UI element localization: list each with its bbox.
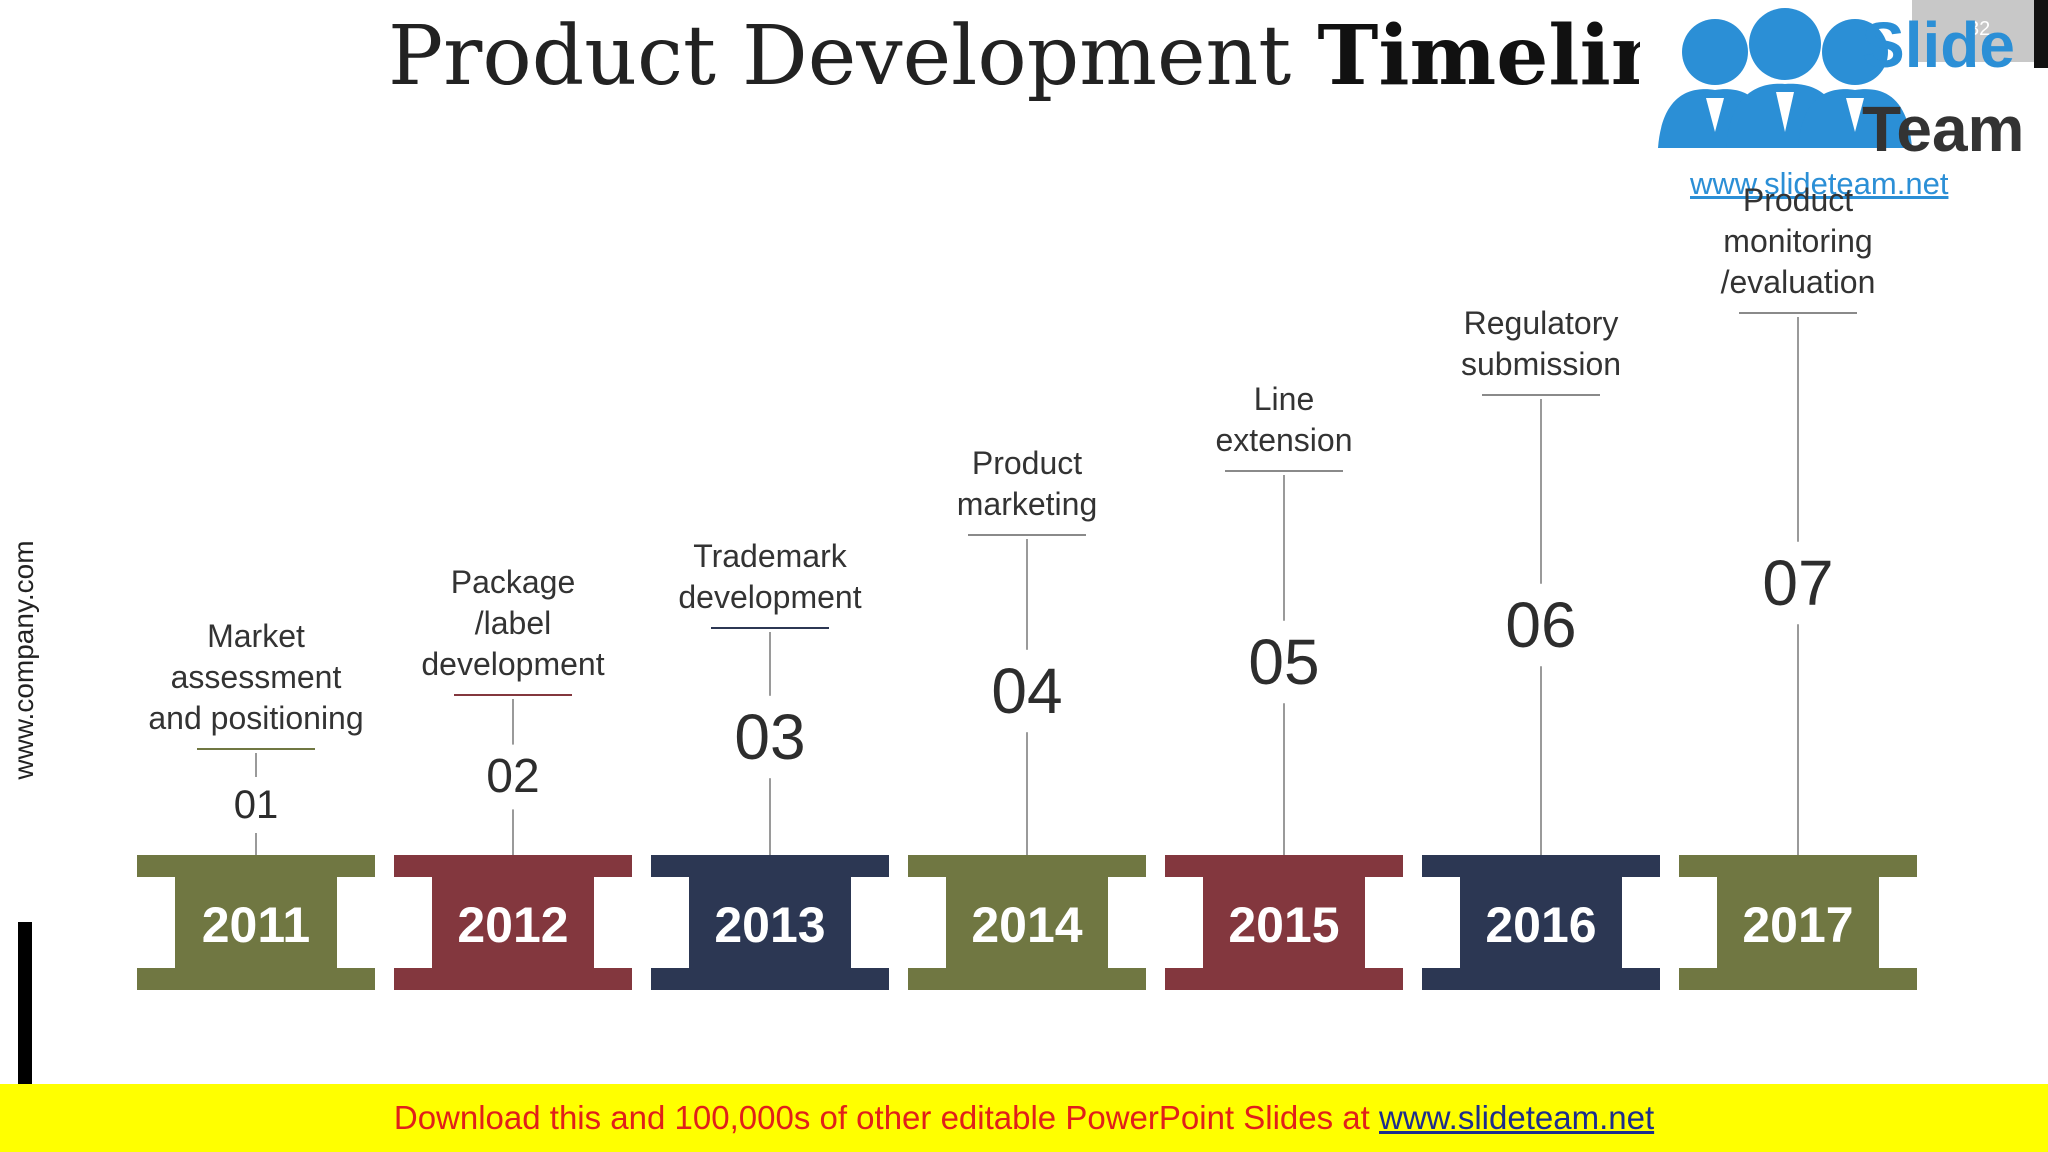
timeline-step-label: Line extension — [1134, 379, 1434, 461]
slide-number: 32 — [1968, 18, 1991, 40]
footer-banner: Download this and 100,000s of other edit… — [0, 1084, 2048, 1152]
timeline-step-label-line: Regulatory — [1463, 305, 1619, 341]
logo-corner-tab — [1912, 0, 2034, 62]
timeline-step-label-line: development — [421, 646, 605, 682]
logo-word-team: Team — [1862, 93, 2025, 165]
timeline-step-number: 01 — [233, 783, 279, 827]
timeline-step-label-line: Product — [1742, 182, 1854, 218]
timeline-step-label-line: /label — [474, 605, 552, 641]
timeline-step-label: Product marketing — [877, 443, 1177, 525]
timeline-step-label-line: development — [678, 579, 862, 615]
timeline-step-label: Product monitoring/evaluation — [1648, 180, 1948, 303]
timeline-step-number: 02 — [486, 750, 540, 803]
timeline-step-number: 05 — [1248, 626, 1320, 698]
timeline-step-label-line: assessment — [170, 659, 342, 695]
timeline-step-number: 04 — [991, 655, 1063, 727]
timeline-year-2013: 2013 — [714, 897, 826, 953]
side-accent-bar — [18, 922, 32, 1084]
timeline-year-2011: 2011 — [201, 897, 311, 953]
timeline-step-number: 07 — [1762, 547, 1834, 619]
timeline-step-label-line: Line — [1253, 381, 1315, 417]
timeline-step-label-line: Package — [450, 564, 576, 600]
timeline-step-label-line: extension — [1215, 422, 1353, 458]
slide-title: Product Development Timeline — [388, 6, 1723, 107]
timeline-step-label-line: and positioning — [148, 700, 364, 736]
side-company-url: www.company.com — [8, 540, 39, 780]
logo-word-slide: Slide — [1862, 9, 2015, 81]
timeline-year-2014: 2014 — [971, 897, 1083, 953]
title-regular: Product Development — [388, 9, 1292, 104]
timeline-step-label-line: monitoring — [1723, 223, 1873, 259]
timeline-year-2012: 2012 — [457, 897, 569, 953]
logo-url-link[interactable]: www.slideteam.net — [1690, 166, 1949, 201]
timeline-year-2015: 2015 — [1228, 897, 1340, 953]
timeline-step-label: Market assessment and positioning — [106, 616, 406, 739]
timeline-step-label: Trademark development — [620, 536, 920, 618]
timeline-step-label: Regulatory submission — [1391, 303, 1691, 385]
timeline-step-label-line: marketing — [956, 486, 1098, 522]
logo-corner-bar — [2034, 0, 2048, 68]
timeline-step-label: Package/label development — [363, 562, 663, 685]
timeline-step-label-line: Trademark — [693, 538, 847, 574]
timeline-step-label-line: Product — [971, 445, 1083, 481]
timeline-step-label-line: /evaluation — [1720, 264, 1876, 300]
timeline-year-2016: 2016 — [1485, 897, 1597, 953]
timeline-step-number: 06 — [1505, 589, 1577, 661]
footer-link[interactable]: www.slideteam.net — [1379, 1099, 1655, 1136]
timeline-step-number: 03 — [734, 701, 806, 773]
timeline-year-2017: 2017 — [1742, 897, 1854, 953]
footer-text: Download this and 100,000s of other edit… — [393, 1099, 1370, 1136]
timeline-step-label-line: submission — [1460, 346, 1622, 382]
timeline-step-label-line: Market — [207, 618, 305, 654]
